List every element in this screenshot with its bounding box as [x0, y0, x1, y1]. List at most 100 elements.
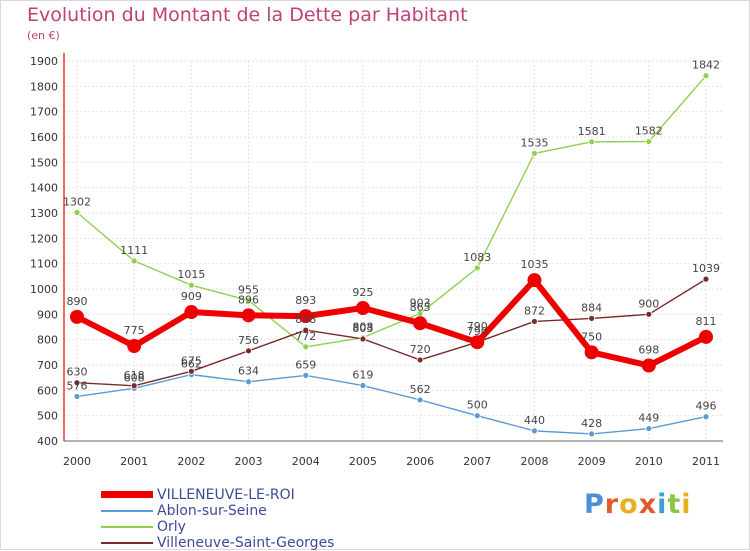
data-point [70, 309, 84, 324]
data-label: 500 [467, 399, 488, 412]
data-label: 884 [581, 301, 602, 314]
data-label: 890 [67, 295, 88, 308]
logo-letter: r [604, 489, 620, 520]
data-point [531, 427, 538, 435]
data-point [130, 382, 138, 390]
data-point [699, 329, 713, 344]
data-point [641, 358, 656, 373]
data-label: 1842 [692, 59, 720, 72]
x-tick-label: 2011 [692, 455, 720, 468]
data-label: 562 [410, 383, 431, 396]
y-tick-label: 1100 [30, 258, 58, 271]
y-tick-label: 1400 [30, 182, 58, 195]
data-point [73, 209, 81, 216]
y-tick-label: 1000 [30, 283, 58, 296]
x-tick-label: 2009 [578, 455, 606, 468]
data-point [473, 412, 481, 420]
data-label: 634 [238, 365, 259, 378]
x-tick-label: 2008 [520, 455, 548, 468]
y-tick-label: 800 [37, 334, 58, 347]
data-point [645, 310, 653, 318]
data-labels: 576 608 662 634 659 619 562 500 440 428 449 496 1302… [63, 59, 720, 430]
data-label: 576 [67, 379, 88, 392]
x-tick-label: 2001 [120, 455, 148, 468]
y-axis-unit: (en €) [27, 29, 60, 42]
data-point [588, 138, 596, 146]
legend-swatch [101, 510, 153, 512]
grid [64, 60, 723, 442]
data-label: 1035 [520, 258, 548, 271]
data-label: 893 [295, 294, 316, 307]
data-label: 903 [410, 297, 431, 310]
data-label: 659 [295, 358, 316, 371]
data-label: 630 [67, 366, 88, 379]
y-tick-label: 1200 [30, 232, 58, 245]
data-point [470, 335, 485, 350]
data-point [302, 343, 310, 351]
data-label: 428 [581, 417, 602, 430]
data-point [531, 150, 538, 157]
x-tick-label: 2010 [635, 455, 663, 468]
x-tick-label: 2004 [292, 455, 320, 468]
data-point [588, 430, 596, 438]
y-tick-label: 1600 [30, 131, 58, 144]
data-point [416, 396, 424, 404]
series-line [76, 278, 707, 387]
data-label: 1535 [520, 136, 548, 149]
data-point [645, 425, 653, 432]
x-tick-label: 2006 [406, 455, 434, 468]
y-tick-label: 1900 [30, 55, 58, 68]
chart-title: Evolution du Montant de la Dette par Hab… [27, 4, 468, 26]
data-label: 955 [238, 283, 259, 296]
y-tick-label: 400 [37, 435, 58, 448]
data-point [241, 308, 256, 323]
data-label: 1039 [692, 262, 720, 275]
y-tick-label: 900 [37, 308, 58, 321]
data-point [302, 326, 310, 334]
data-label: 662 [181, 358, 202, 371]
logo-letter: P [584, 489, 605, 520]
legend-label: Ablon-sur-Seine [157, 503, 267, 519]
data-label: 872 [524, 304, 545, 317]
y-tick-label: 500 [37, 410, 58, 423]
logo-letter: o [619, 489, 639, 520]
data-label: 750 [581, 330, 602, 343]
data-label: 803 [352, 322, 373, 335]
data-point [245, 378, 252, 386]
y-tick-label: 1300 [30, 207, 58, 220]
data-label: 440 [524, 414, 545, 427]
data-point [584, 345, 599, 360]
axes: 400 500 600 700 800 900 1000 1100 1200 1300 1400 15… [30, 53, 723, 468]
series-line [76, 75, 707, 348]
x-tick-label: 2002 [177, 455, 205, 468]
data-label: 790 [467, 325, 488, 338]
x-tick-label: 2005 [349, 455, 377, 468]
data-point [588, 314, 596, 322]
data-point [73, 393, 81, 400]
data-label: 896 [238, 293, 259, 306]
data-point [298, 309, 313, 324]
y-tick-label: 1800 [30, 80, 58, 93]
legend-label: VILLENEUVE-LE-ROI [157, 487, 295, 503]
data-label: 619 [352, 369, 373, 382]
data-label: 900 [638, 297, 659, 310]
legend-label: Orly [157, 519, 186, 535]
data-label: 698 [638, 344, 659, 357]
data-point [245, 347, 252, 355]
data-point [355, 301, 370, 315]
data-label: 720 [410, 343, 431, 356]
data-label: 775 [124, 324, 145, 337]
logo-letter: i [657, 489, 668, 520]
data-label: 756 [238, 334, 259, 347]
data-point [702, 72, 710, 80]
y-tick-label: 1500 [30, 156, 58, 169]
logo-letter: i [681, 489, 692, 520]
series-line [76, 373, 707, 435]
data-label: 909 [181, 290, 202, 303]
data-point [184, 305, 199, 320]
data-label: 449 [638, 412, 659, 425]
data-label: 925 [352, 286, 373, 299]
data-point [187, 281, 195, 289]
